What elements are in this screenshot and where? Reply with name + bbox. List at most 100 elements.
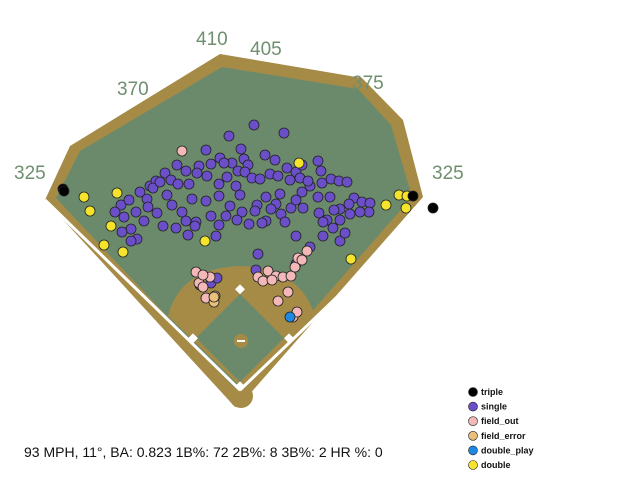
- point-triple: [407, 190, 419, 202]
- distance-label-right-center-deep: 405: [250, 39, 282, 60]
- point-single: [248, 119, 260, 131]
- first-base: [284, 333, 294, 344]
- point-single: [210, 230, 222, 242]
- point-double: [400, 202, 412, 214]
- point-double: [84, 205, 96, 217]
- point-single: [317, 230, 329, 242]
- point-field-out: [282, 286, 294, 298]
- point-single: [186, 193, 198, 205]
- point-single: [224, 200, 236, 212]
- point-single: [344, 208, 356, 220]
- point-single: [363, 206, 375, 218]
- point-single: [256, 217, 268, 229]
- legend-marker-field-error: [468, 430, 478, 441]
- point-single: [170, 222, 182, 234]
- point-single: [269, 154, 281, 166]
- pitching-rubber: [237, 340, 245, 342]
- point-single: [239, 166, 251, 178]
- point-single: [118, 211, 130, 223]
- legend-marker-field-out: [468, 416, 478, 427]
- point-single: [166, 199, 178, 211]
- point-double: [199, 235, 211, 247]
- point-single: [279, 216, 291, 228]
- batted-ball-points: [57, 119, 439, 323]
- distance-label-right-line: 325: [432, 163, 464, 184]
- point-single: [180, 215, 192, 227]
- legend-marker-double-play: [468, 445, 478, 456]
- point-field-out: [176, 145, 188, 157]
- point-single: [317, 216, 329, 228]
- point-single: [125, 235, 137, 247]
- point-single: [138, 215, 150, 227]
- point-single: [252, 248, 264, 260]
- point-single: [339, 227, 351, 239]
- point-single: [180, 165, 192, 177]
- point-single: [151, 207, 163, 219]
- legend-label-single: single: [481, 402, 507, 412]
- point-double-play: [284, 311, 296, 323]
- point-single: [157, 220, 169, 232]
- point-single: [254, 173, 266, 185]
- point-single: [327, 222, 339, 234]
- point-double: [117, 246, 129, 258]
- point-single: [290, 194, 302, 206]
- point-single: [364, 197, 376, 209]
- point-field-out: [197, 269, 209, 281]
- point-double: [105, 220, 117, 232]
- point-single: [154, 176, 166, 188]
- point-single: [159, 167, 171, 179]
- point-single: [171, 159, 183, 171]
- point-single: [285, 202, 297, 214]
- point-single: [213, 178, 225, 190]
- point-single: [125, 223, 137, 235]
- point-double: [111, 187, 123, 199]
- point-single: [109, 206, 121, 218]
- point-single: [312, 191, 324, 203]
- point-single: [341, 176, 353, 188]
- point-single: [221, 171, 233, 183]
- point-single: [290, 230, 302, 242]
- point-single: [278, 127, 290, 139]
- point-double: [293, 157, 305, 169]
- point-field-out: [285, 270, 297, 282]
- point-single: [176, 206, 188, 218]
- point-single: [312, 155, 324, 167]
- outfield-grass: [56, 67, 412, 394]
- point-single: [205, 210, 217, 222]
- point-single: [354, 206, 366, 218]
- point-single: [200, 195, 212, 207]
- point-single: [147, 182, 159, 194]
- point-triple: [58, 185, 70, 197]
- point-field-out: [197, 281, 209, 293]
- point-single: [328, 204, 340, 216]
- point-single: [297, 202, 309, 214]
- point-single: [134, 186, 146, 198]
- point-single: [274, 188, 286, 200]
- point-single: [249, 205, 261, 217]
- point-single: [200, 144, 212, 156]
- legend-label-double: double: [481, 460, 511, 470]
- home-plate-dirt: [229, 384, 253, 408]
- home-plate: [235, 381, 245, 392]
- foul-line-right: [238, 204, 434, 392]
- point-single: [223, 130, 235, 142]
- point-single: [272, 170, 284, 182]
- point-single: [172, 178, 184, 190]
- third-base: [188, 333, 198, 344]
- summary-stats: 93 MPH, 11°, BA: 0.823 1B%: 72 2B%: 8 3B…: [24, 444, 383, 460]
- legend-label-double-play: double_play: [481, 445, 534, 455]
- point-field-out: [257, 275, 269, 287]
- legend: triple single field_out field_error double_p…: [468, 387, 534, 470]
- second-base: [235, 284, 245, 295]
- point-single: [189, 220, 201, 232]
- point-single: [142, 201, 154, 213]
- point-triple: [427, 202, 439, 214]
- point-single: [218, 157, 230, 169]
- legend-label-field-error: field_error: [481, 431, 526, 441]
- point-single: [334, 235, 346, 247]
- point-single: [213, 190, 225, 202]
- distance-label-left-line: 325: [14, 163, 46, 184]
- point-single: [115, 199, 127, 211]
- point-field-error: [208, 291, 220, 303]
